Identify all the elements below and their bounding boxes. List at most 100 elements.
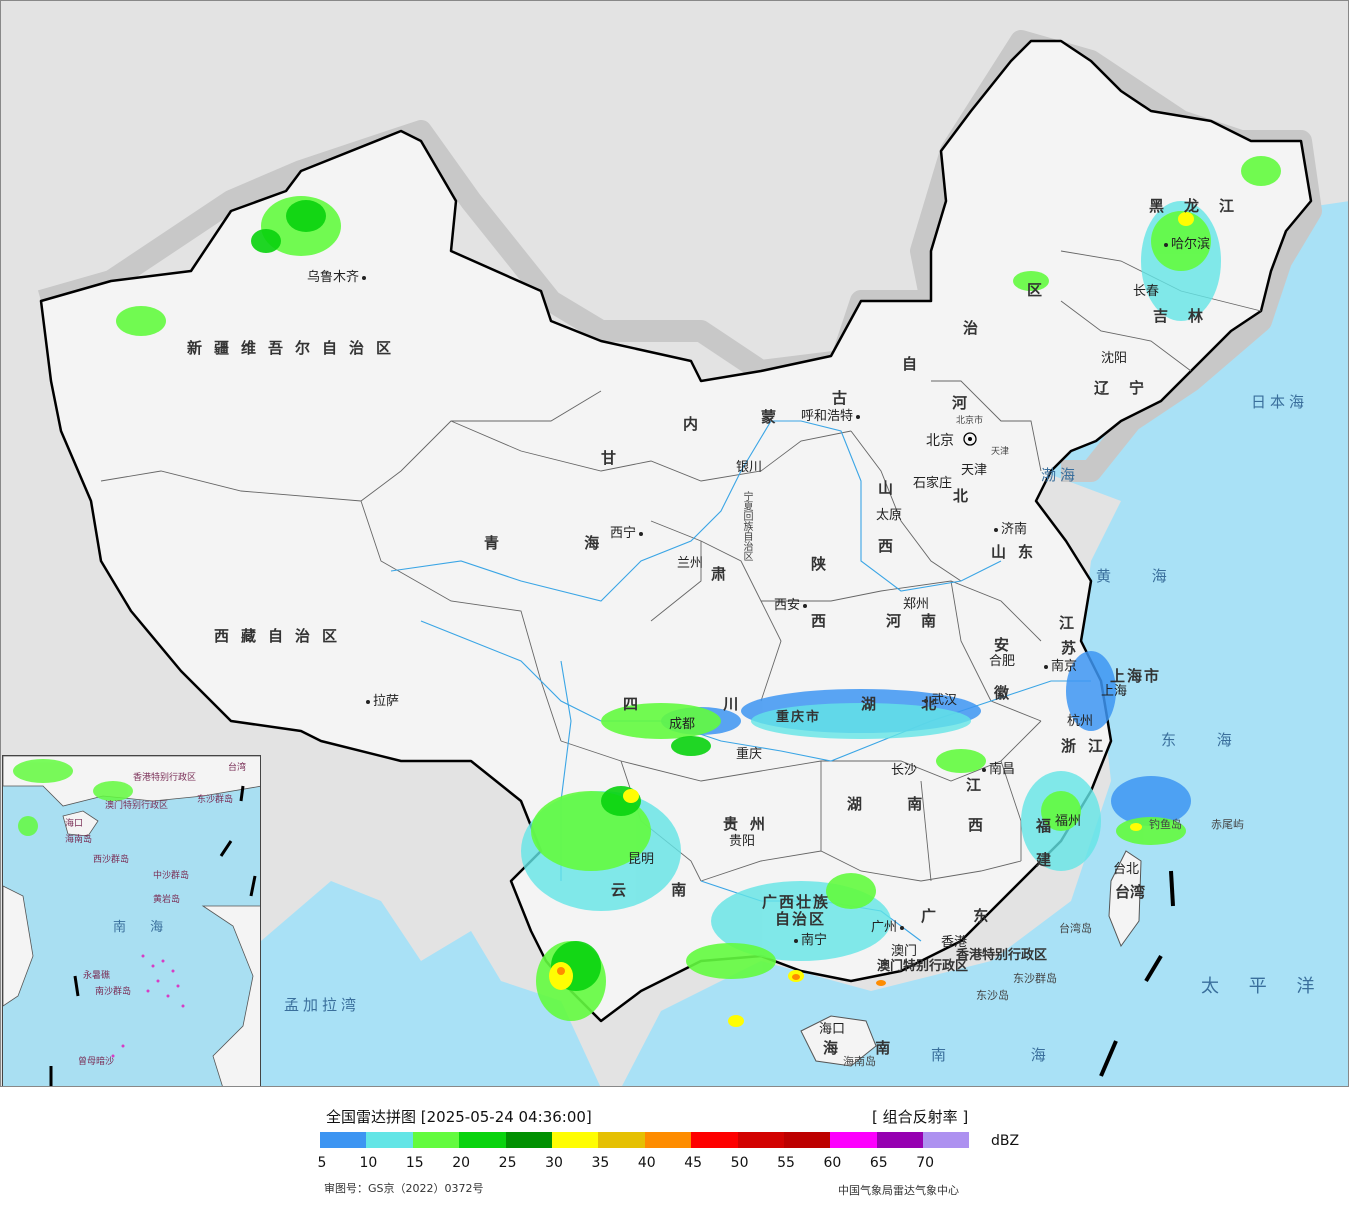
label-shanghaishi: 上海市	[1110, 667, 1162, 685]
legend-tick: 10	[359, 1155, 378, 1171]
city-guiyang: 贵阳	[729, 834, 756, 849]
city-lanzhou: 兰州	[677, 556, 704, 571]
label-ningxia: 宁夏回族自治区	[741, 491, 752, 561]
province-hebei-2: 北	[953, 487, 981, 505]
province-yunnan: 云 南	[611, 881, 707, 899]
city-hohhot: 呼和浩特	[801, 410, 863, 423]
color-swatch	[459, 1132, 506, 1148]
legend-tick: 70	[916, 1155, 935, 1171]
inset-label-nanhai: 南 海	[113, 920, 174, 935]
inset-label-hk: 香港特别行政区	[133, 773, 197, 783]
inset-label-dongsha: 东沙群岛	[197, 795, 234, 805]
color-swatch	[783, 1132, 831, 1148]
island-diaoyudao: 钓鱼岛	[1149, 818, 1182, 831]
city-yinchuan: 银川	[736, 460, 763, 475]
island-dongshadao: 东沙岛	[976, 989, 1009, 1002]
island-chiweiyu: 赤尾屿	[1211, 818, 1244, 831]
sea-ribenhai: 日本海	[1251, 393, 1309, 411]
province-xizang: 西藏自治区	[214, 627, 350, 645]
color-swatch	[644, 1132, 692, 1148]
city-nanjing: 南京	[1041, 660, 1077, 673]
review-number: 审图号：GS京（2022）0372号	[324, 1182, 484, 1195]
legend-panel: 全国雷达拼图 [2025-05-24 04:36:00] [ 组合反射率 ] d…	[0, 1087, 1349, 1208]
province-hunan: 湖 南	[847, 795, 943, 813]
province-guizhou: 贵州	[723, 815, 778, 833]
legend-product: [ 组合反射率 ]	[872, 1108, 969, 1126]
sea-nanhai: 南 海	[931, 1046, 1086, 1064]
sea-mengjialawan: 孟加拉湾	[284, 996, 361, 1014]
province-gansu-2: 肃	[711, 565, 739, 583]
hainan-island	[800, 1015, 877, 1067]
province-jiangsu-1: 江	[1059, 614, 1087, 632]
color-swatch	[923, 1132, 970, 1148]
sea-area	[622, 201, 1348, 1086]
color-swatch	[320, 1132, 367, 1148]
sea-donghai: 东 海	[1161, 731, 1250, 749]
nine-dash-line	[1099, 870, 1175, 1077]
province-jiangxi-2: 西	[968, 816, 996, 834]
province-anhui-1: 安	[994, 636, 1022, 654]
label-xianggangteb: 香港特别行政区	[956, 948, 1048, 963]
province-heilongjiang: 黑龙江	[1149, 197, 1255, 215]
south-china-sea-inset: 香港特别行政区 澳门特别行政区 东沙群岛 海口 海南岛 西沙群岛 中沙群岛 黄岩…	[2, 755, 261, 1086]
city-fuzhou: 福州	[1055, 814, 1082, 829]
sea-taipingyang: 太 平 洋	[1201, 976, 1327, 997]
province-neimenggu-3: 古	[832, 389, 860, 407]
color-swatch	[366, 1132, 413, 1148]
city-jinan: 济南	[991, 523, 1027, 536]
radar-echoes	[116, 156, 1281, 1027]
province-liaoning: 辽宁	[1094, 379, 1165, 397]
legend-tick: 35	[591, 1155, 610, 1171]
city-lhasa: 拉萨	[363, 695, 399, 708]
radar-map[interactable]: 乌鲁木齐 拉萨 西宁 兰州 银川 呼和浩特 北京 天津 石家庄 太原 济南 郑州…	[0, 0, 1349, 1087]
province-jiangxi-1: 江	[966, 776, 994, 794]
city-beijing: 北京	[926, 433, 954, 449]
city-haikou: 海口	[819, 1022, 846, 1037]
province-neimenggu-6: 区	[1027, 281, 1055, 299]
inset-label-macau: 澳门特别行政区	[105, 801, 169, 811]
city-urumqi: 乌鲁木齐	[307, 271, 369, 284]
legend-tick: 20	[452, 1155, 471, 1171]
bay-of-bengal	[261, 881, 601, 1086]
island-hainandao: 海南岛	[843, 1055, 876, 1068]
label-chongqingshi: 重庆市	[776, 710, 822, 725]
city-taiyuan: 太原	[876, 508, 903, 523]
province-jiangsu-2: 苏	[1061, 639, 1089, 657]
inset-label-haikou: 海口	[65, 819, 84, 829]
province-shaanxi-2: 西	[811, 612, 839, 630]
city-hangzhou: 杭州	[1067, 714, 1094, 729]
province-guangdong: 广 东	[921, 907, 1005, 925]
city-chongqing: 重庆	[736, 747, 763, 762]
color-swatch	[551, 1132, 599, 1148]
label-tianjinshi: 天津	[991, 447, 1010, 457]
legend-tick: 25	[498, 1155, 517, 1171]
sea-bohai: 渤海	[1041, 466, 1080, 484]
label-beijingshi: 北京市	[956, 416, 984, 426]
city-shenyang: 沈阳	[1101, 351, 1128, 366]
legend-tick: 65	[869, 1155, 888, 1171]
province-guangxi-2: 自治区	[775, 910, 827, 928]
sea-huanghai: 黄 海	[1096, 567, 1185, 585]
city-shijiazhuang: 石家庄	[913, 476, 953, 491]
color-swatch	[505, 1132, 552, 1148]
province-shaanxi-1: 陕	[811, 555, 839, 573]
legend-tick: 60	[823, 1155, 842, 1171]
inset-label-yongshu: 永暑礁	[83, 971, 111, 981]
inset-label-hainandao: 海南岛	[65, 835, 93, 845]
province-neimenggu-2: 蒙	[761, 408, 789, 426]
province-gansu: 甘	[601, 449, 629, 467]
city-zhengzhou: 郑州	[903, 597, 930, 612]
city-guangzhou: 广州	[871, 921, 907, 934]
city-nanchang: 南昌	[979, 763, 1015, 776]
province-hainan: 海 南	[823, 1039, 907, 1057]
inset-label-nansha: 南沙群岛	[95, 987, 132, 997]
city-wuhan: 武汉	[921, 694, 957, 707]
border-halo	[37, 30, 1322, 482]
city-aomen: 澳门	[891, 944, 918, 959]
legend-tick: 5	[317, 1155, 327, 1171]
island-taiwandao: 台湾岛	[1059, 922, 1092, 935]
province-neimenggu-4: 自	[902, 355, 930, 373]
province-xinjiang: 新疆维吾尔自治区	[187, 339, 404, 357]
color-swatch	[737, 1132, 784, 1148]
color-bar	[320, 1132, 970, 1148]
